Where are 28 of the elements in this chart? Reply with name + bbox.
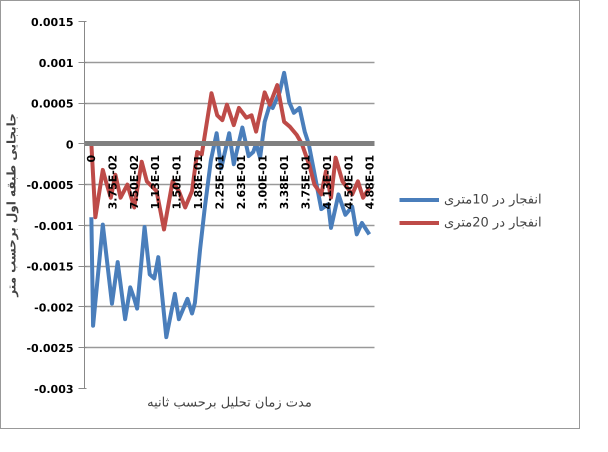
y-tick-label: -0.002 <box>34 301 74 314</box>
x-tick-label: 1.88E-01 <box>192 154 206 210</box>
y-tick-label: -0.0025 <box>26 342 74 356</box>
x-tick-label: 1.13E-01 <box>149 154 162 210</box>
x-tick-label: 1.50E-01 <box>170 154 184 210</box>
x-tick-label: 3.75E-02 <box>106 154 120 210</box>
y-tick-label: -0.003 <box>34 383 74 396</box>
x-axis-title: مدت زمان تحلیل برحسب ثانیه <box>147 396 312 410</box>
y-tick-label: 0.0015 <box>31 16 74 29</box>
y-tick-label: 0 <box>66 138 74 152</box>
x-tick-label: 3.38E-01 <box>278 154 291 210</box>
legend-label: انفجار در 10متری <box>444 192 542 207</box>
x-tick-label: 4.88E-01 <box>364 154 377 210</box>
y-tick-label: 0.001 <box>38 56 74 70</box>
x-tick-label: 2.63E-01 <box>235 154 248 210</box>
y-axis-title: جابجایی طبقه اول برحسب متر <box>4 113 18 298</box>
legend-label: انفجار در 20متری <box>444 215 542 230</box>
x-tick-label: 7.50E-02 <box>128 154 141 210</box>
y-tick-label: -0.0015 <box>26 260 74 274</box>
x-tick-label: 2.25E-01 <box>214 154 227 210</box>
x-tick-label: 0 <box>84 154 98 162</box>
x-tick-label: 4.50E-01 <box>342 154 356 210</box>
y-tick-label: -0.001 <box>34 220 74 233</box>
y-tick-label: -0.0005 <box>26 179 74 192</box>
x-tick-label: 3.75E-01 <box>299 154 312 210</box>
y-tick-label: 0.0005 <box>31 98 74 111</box>
x-tick-label: 3.00E-01 <box>256 154 270 210</box>
x-tick-label: 4.13E-01 <box>320 154 334 210</box>
